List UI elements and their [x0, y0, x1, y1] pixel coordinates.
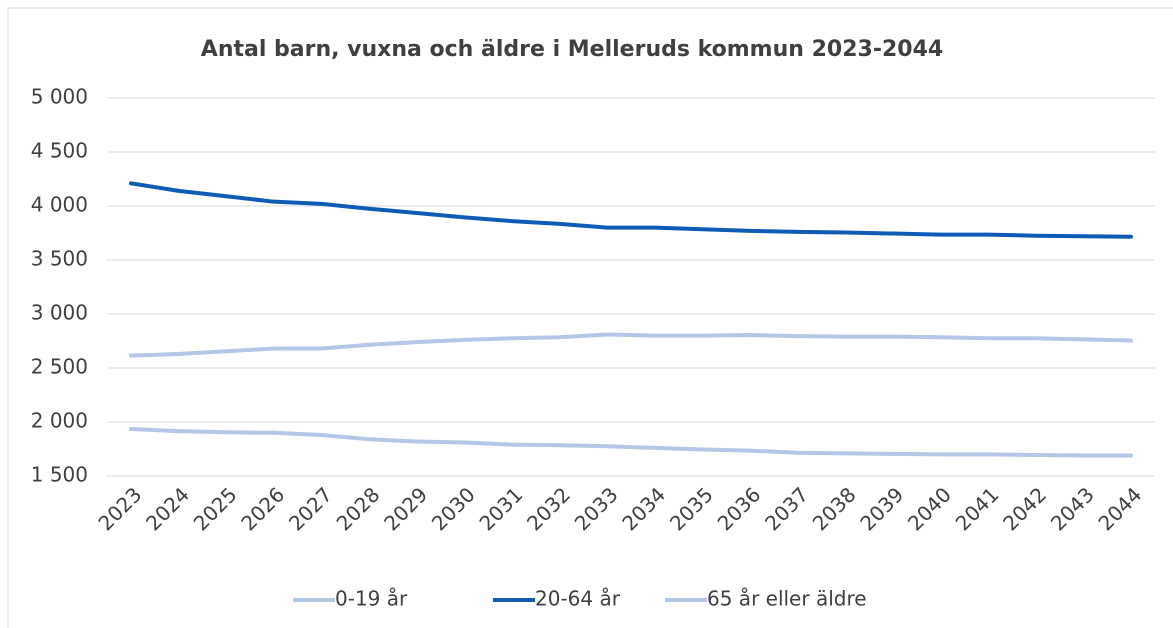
x-tick-label: 2040: [903, 482, 956, 535]
x-tick-label: 2029: [379, 482, 432, 535]
y-tick-label: 3 000: [31, 301, 88, 325]
y-tick-label: 2 500: [31, 355, 88, 379]
y-tick-label: 3 500: [31, 247, 88, 271]
x-tick-label: 2043: [1046, 482, 1099, 535]
x-tick-label: 2027: [284, 482, 337, 535]
x-tick-label: 2024: [141, 482, 194, 535]
x-tick-label: 2032: [522, 482, 575, 535]
y-tick-label: 4 000: [31, 193, 88, 217]
x-tick-label: 2039: [855, 482, 908, 535]
legend-label: 65 år eller äldre: [707, 587, 867, 611]
legend-label: 20-64 år: [535, 587, 621, 611]
y-tick-label: 2 000: [31, 409, 88, 433]
line: [129, 427, 1133, 458]
x-tick-label: 2025: [189, 482, 242, 535]
x-tick-label: 2030: [427, 482, 480, 535]
x-tick-label: 2041: [951, 482, 1004, 535]
x-tick-label: 2034: [617, 482, 670, 535]
x-tick-label: 2036: [713, 482, 766, 535]
y-tick-label: 4 500: [31, 139, 88, 163]
x-tick-label: 2042: [998, 482, 1051, 535]
x-tick-label: 2035: [665, 482, 718, 535]
chart-title: Antal barn, vuxna och äldre i Melleruds …: [201, 37, 943, 62]
x-tick-label: 2026: [236, 482, 289, 535]
legend-label: 0-19 år: [335, 587, 408, 611]
x-tick-label: 2037: [760, 482, 813, 535]
chart-frame: [7, 7, 1173, 628]
x-tick-label: 2031: [474, 482, 527, 535]
x-tick-label: 2028: [332, 482, 385, 535]
x-tick-label: 2023: [93, 482, 146, 535]
line: [129, 332, 1133, 358]
x-tick-label: 2044: [1093, 482, 1146, 535]
line: [129, 181, 1133, 239]
x-tick-label: 2038: [808, 482, 861, 535]
y-tick-label: 1 500: [31, 463, 88, 487]
x-tick-label: 2033: [570, 482, 623, 535]
y-tick-label: 5 000: [31, 85, 88, 109]
